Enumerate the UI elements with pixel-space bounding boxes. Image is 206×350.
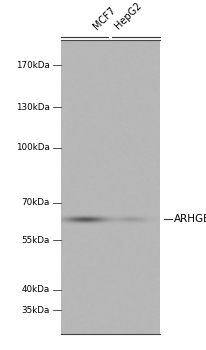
Text: ARHGEF3: ARHGEF3 bbox=[174, 214, 206, 224]
Text: 35kDa: 35kDa bbox=[21, 306, 49, 315]
Text: 55kDa: 55kDa bbox=[21, 236, 49, 245]
Text: 130kDa: 130kDa bbox=[16, 103, 49, 112]
Text: MCF7: MCF7 bbox=[91, 5, 118, 32]
Text: 170kDa: 170kDa bbox=[16, 61, 49, 70]
Text: 100kDa: 100kDa bbox=[16, 143, 49, 152]
Text: HepG2: HepG2 bbox=[112, 1, 143, 31]
Text: 40kDa: 40kDa bbox=[21, 285, 49, 294]
Text: 70kDa: 70kDa bbox=[21, 198, 49, 208]
